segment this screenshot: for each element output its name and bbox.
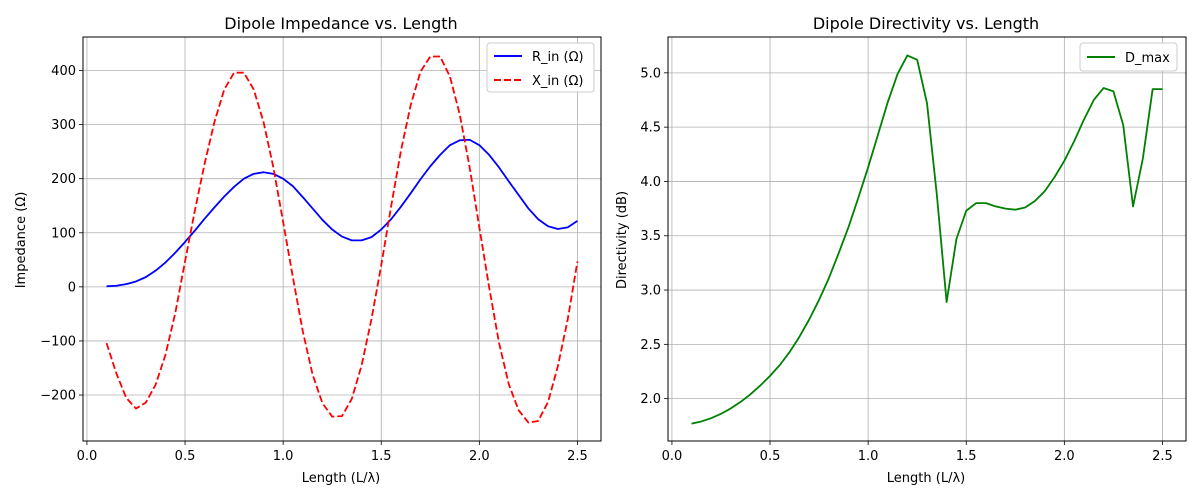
x-axis-label: Length (L/λ) (887, 471, 965, 486)
tick-group: 0.0 0.5 1.0 1.5 2.0 2.5 2.0 2.5 3.0 3.5 4.0 4.5 5.0 (640, 66, 1172, 464)
plot-frame (82, 36, 602, 442)
grid (83, 37, 601, 441)
y-tick-label: −100 (40, 334, 76, 349)
y-tick-label: 2.0 (640, 392, 661, 407)
y-tick-label: 3.5 (640, 229, 661, 244)
legend-entry-d-max: D_max (1125, 51, 1170, 66)
x-tick-label: 1.5 (371, 449, 392, 464)
plot-frame (667, 36, 1187, 442)
y-axis-label: Directivity (dB) (615, 191, 630, 289)
legend-entry-r-in: R_in (Ω) (532, 50, 584, 65)
y-tick-label: 3.0 (640, 284, 661, 299)
legend-box (1079, 42, 1178, 72)
x-tick-label: 2.0 (1054, 449, 1075, 464)
series-line-r-in (106, 138, 578, 288)
x-tick-label: 0.5 (175, 449, 196, 464)
y-tick-label: 4.0 (640, 175, 661, 190)
x-tick-label: 0.5 (760, 449, 781, 464)
y-tick-label: 2.5 (640, 338, 661, 353)
x-tick-label: 2.5 (1152, 449, 1173, 464)
x-tick-label: 2.0 (469, 449, 490, 464)
y-tick-label: 5.0 (640, 66, 661, 81)
tick-group: 0.0 0.5 1.0 1.5 2.0 2.5 −200 −100 0 100 200 300 400 (40, 64, 588, 464)
x-tick-label: 2.5 (567, 449, 588, 464)
legend-entry-x-in: X_in (Ω) (532, 74, 583, 89)
series-group (105, 55, 579, 424)
impedance-chart: Dipole Impedance vs. Length 0.0 0.5 1.0 1.5… (14, 14, 602, 486)
x-axis-label: Length (L/λ) (302, 471, 380, 486)
legend: R_in (Ω) X_in (Ω) (486, 42, 595, 93)
y-tick-label: 0 (68, 280, 76, 295)
x-tick-label: 0.0 (77, 449, 98, 464)
y-tick-label: 400 (51, 64, 76, 79)
legend: D_max (1079, 42, 1178, 72)
directivity-chart: Dipole Directivity vs. Length 0.0 0.5 1.0 1… (615, 14, 1187, 486)
y-tick-label: 4.5 (640, 121, 661, 136)
chart-title: Dipole Directivity vs. Length (813, 14, 1039, 33)
y-tick-label: 100 (51, 226, 76, 241)
x-tick-label: 1.5 (956, 449, 977, 464)
chart-title: Dipole Impedance vs. Length (224, 14, 457, 33)
series-group (691, 54, 1163, 425)
y-tick-label: 200 (51, 172, 76, 187)
y-tick-label: 300 (51, 118, 76, 133)
x-tick-label: 1.0 (858, 449, 879, 464)
x-tick-label: 0.0 (662, 449, 683, 464)
y-tick-label: −200 (40, 389, 76, 404)
x-tick-label: 1.0 (273, 449, 294, 464)
series-line-x-in (105, 55, 579, 424)
grid (668, 37, 1186, 441)
series-line-d-max (691, 54, 1163, 425)
y-axis-label: Impedance (Ω) (14, 192, 29, 289)
